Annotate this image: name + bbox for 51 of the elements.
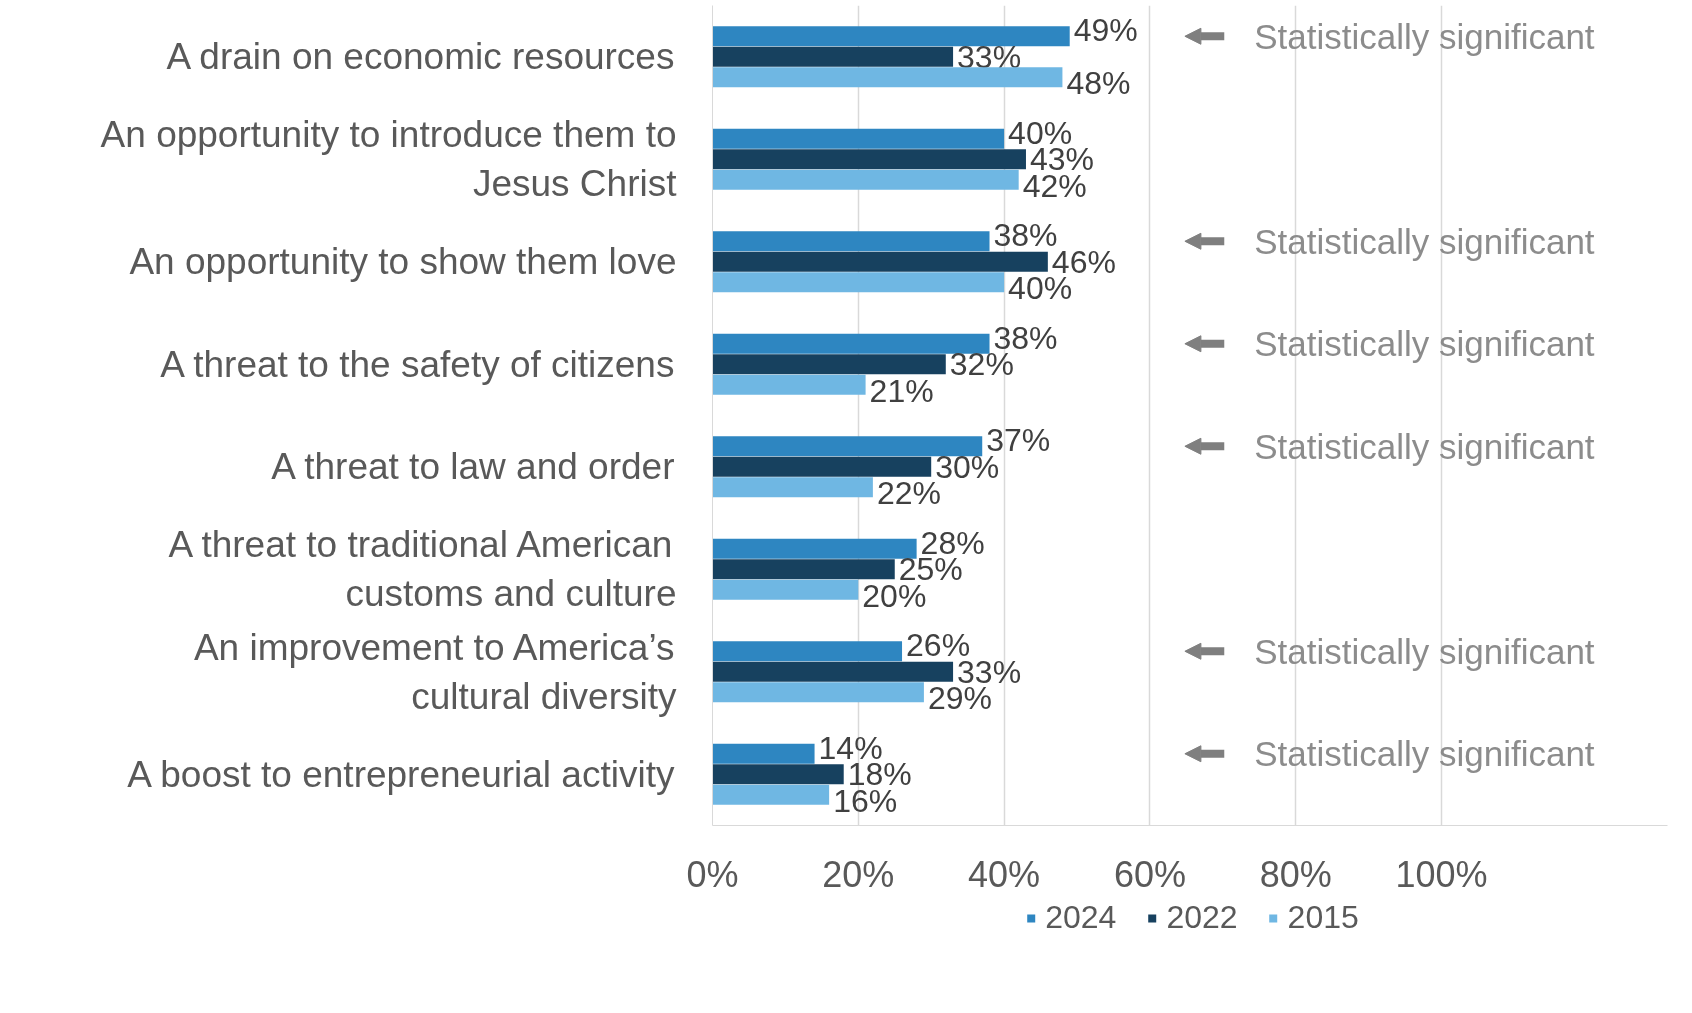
bar [712,149,1026,170]
legend-label: 2015 [1287,899,1359,936]
bar [712,231,990,252]
x-tick-label: 80% [1259,853,1332,895]
y-tick-label: A drain on economic resources [166,36,675,78]
annotation: Statistically significant [1254,221,1595,261]
y-tick-label: A threat to the safety of citizens [160,343,675,385]
bar [712,436,983,457]
bar [712,333,990,354]
x-tick-label: 20% [822,853,895,895]
bar [712,743,815,764]
x-tick-label: 100% [1395,853,1488,895]
data-label: 33% [957,38,1022,75]
bar [712,374,866,395]
y-tick-label: A threat to traditional American customs and culture [168,524,677,615]
bar [712,456,932,477]
annotation: Statistically significant [1254,16,1595,56]
bar [712,46,954,67]
annotation: Statistically significant [1254,734,1595,774]
bar [712,764,844,785]
y-tick-label: An opportunity to show them love [129,241,677,283]
bar [712,559,895,580]
bar [712,251,1048,272]
y-tick-label: An improvement to America’s cultural diversity [193,626,677,717]
legend-label: 2024 [1045,899,1117,936]
bar [712,169,1019,190]
y-tick-label: A boost to entrepreneurial activity [127,753,675,795]
bar [712,354,946,375]
bar [712,477,873,498]
bar [712,26,1070,47]
data-label: 21% [869,372,934,409]
bar [712,579,859,600]
bar [712,784,830,805]
x-tick-label: 0% [686,853,739,895]
annotation: Statistically significant [1254,426,1595,466]
y-tick-label: A threat to law and order [271,446,675,488]
bar [712,661,954,682]
y-tick-label: An opportunity to introduce them to Jesus Christ [100,114,678,205]
bar [712,538,917,559]
bar [712,128,1005,149]
annotation: Statistically significant [1254,631,1595,671]
bar [712,641,903,662]
bar [712,682,924,703]
bar [712,272,1005,293]
annotation: Statistically significant [1254,324,1595,364]
data-label: 48% [1066,65,1131,102]
legend-label: 2022 [1166,899,1238,936]
bar [712,67,1063,88]
x-tick-label: 60% [1113,853,1186,895]
x-tick-label: 40% [968,853,1041,895]
data-label: 49% [1073,12,1138,49]
